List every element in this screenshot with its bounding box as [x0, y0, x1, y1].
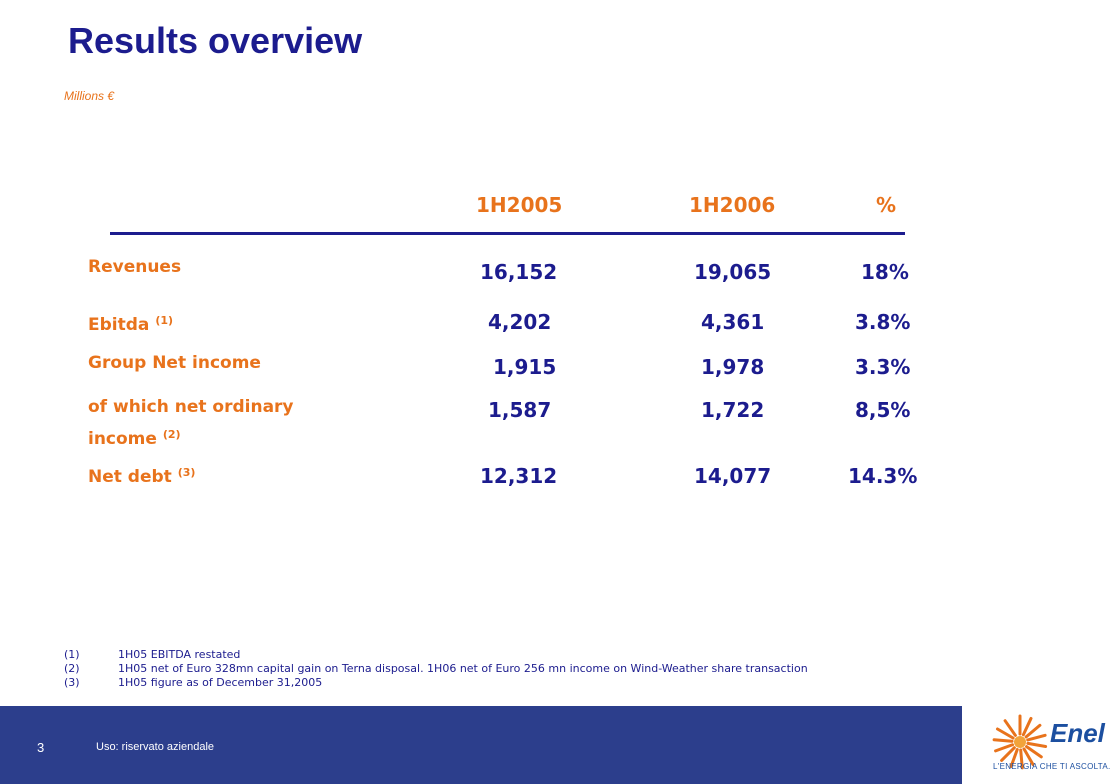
ebitda-1h2006: 4,361 [701, 310, 765, 334]
footnote-1: (1) 1H05 EBITDA restated [64, 648, 241, 661]
footnote-2: (2) 1H05 net of Euro 328mn capital gain o… [64, 662, 808, 675]
row-label-net-ordinary-income: of which net ordinary income (2) [88, 397, 294, 449]
net-debt-percent: 14.3% [848, 464, 918, 488]
column-header-1h2005: 1H2005 [476, 193, 563, 217]
row-label-revenues: Revenues [88, 257, 182, 277]
group-net-income-1h2005: 1,915 [493, 355, 557, 379]
revenues-1h2006: 19,065 [694, 260, 772, 284]
footnote-ref: (2) [162, 428, 181, 441]
page-number: 3 [37, 740, 45, 755]
footnote-ref: (1) [155, 314, 174, 327]
classification-note: Uso: riservato aziendale [96, 741, 215, 753]
units-note: Millions € [64, 89, 115, 103]
net-ordinary-income-1h2005: 1,587 [488, 398, 552, 422]
revenues-percent: 18% [861, 260, 909, 284]
row-label-ebitda: Ebitda (1) [88, 314, 174, 335]
row-label-group-net-income: Group Net income [88, 353, 261, 373]
column-header-1h2006: 1H2006 [689, 193, 776, 217]
page-title: Results overview [68, 20, 363, 61]
group-net-income-percent: 3.3% [855, 355, 911, 379]
enel-logo-text: Enel [1050, 718, 1105, 748]
net-debt-1h2005: 12,312 [480, 464, 558, 488]
net-ordinary-income-1h2006: 1,722 [701, 398, 765, 422]
group-net-income-1h2006: 1,978 [701, 355, 765, 379]
net-debt-1h2006: 14,077 [694, 464, 772, 488]
footnote-3: (3) 1H05 figure as of December 31,2005 [64, 676, 323, 689]
ebitda-1h2005: 4,202 [488, 310, 552, 334]
net-ordinary-income-percent: 8,5% [855, 398, 911, 422]
revenues-1h2005: 16,152 [480, 260, 558, 284]
enel-sun-icon [992, 714, 1048, 770]
row-label-net-debt: Net debt (3) [88, 466, 196, 487]
column-header-percent: % [876, 193, 897, 217]
header-divider [110, 232, 905, 235]
footer-bar [0, 706, 962, 784]
enel-tagline: L'ENERGIA CHE TI ASCOLTA. [993, 762, 1111, 771]
ebitda-percent: 3.8% [855, 310, 911, 334]
footnote-ref: (3) [177, 466, 196, 479]
